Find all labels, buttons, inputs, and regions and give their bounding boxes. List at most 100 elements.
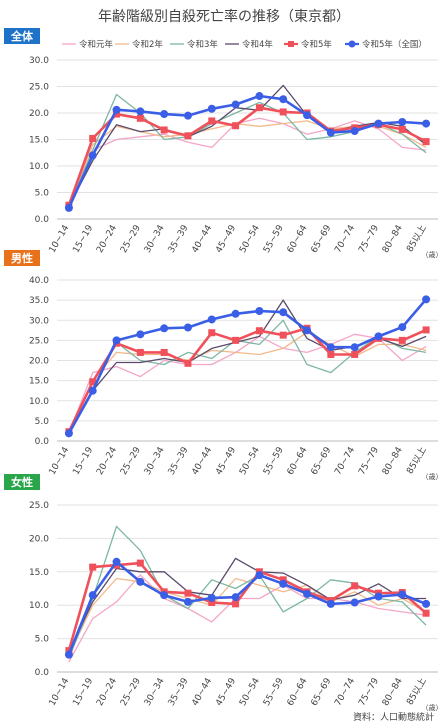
x-tick-label: 25~29 [119,445,143,477]
data-point-R5n [231,309,240,318]
data-point-R5 [279,108,287,116]
y-tick-label: 10.0 [29,162,49,172]
data-point-R5 [136,348,144,356]
panel-badge-label: 女性 [11,475,33,489]
x-tick-label: 65~69 [310,223,334,255]
y-tick-label: 20.0 [29,357,49,367]
series-line-R1 [68,333,427,434]
data-point-R5 [232,336,240,344]
data-point-R5 [351,350,359,358]
x-tick-label: 35~39 [167,676,191,708]
x-tick-label: 20~24 [95,445,119,477]
y-tick-label: 5.0 [35,189,50,199]
y-tick-label: 15.0 [29,377,49,387]
x-tick-label: 40~44 [190,676,214,708]
y-tick-label: 20.0 [29,534,49,544]
data-point-R5n [112,336,121,345]
data-point-R5 [232,122,240,130]
x-tick-label: 80~84 [381,223,405,255]
legend-label: 令和5年（全国） [362,39,427,50]
series-line-R5 [67,106,427,206]
data-point-R5 [184,589,192,597]
data-point-R5n [326,599,335,608]
x-tick-label: 15~19 [71,445,95,477]
data-point-R5n [398,323,407,332]
x-tick-label: 85以上 [404,445,428,476]
chart-panel-1: 全体 0.0 5.0 10.0 15.0 20.0 25.0 30.0 10~14 15~19 20… [4,28,443,259]
data-point-R5n [422,119,431,128]
data-point-R5n [183,111,192,120]
x-tick-label: 30~34 [143,445,167,477]
x-tick-label: 25~29 [119,223,143,255]
data-point-R5n [207,593,216,602]
data-point-R5 [136,559,144,567]
panel-badge-label: 男性 [11,251,33,265]
y-tick-label: 40.0 [29,276,49,286]
data-point-R5n [231,593,240,602]
data-point-R5 [89,378,97,386]
panel-badge [4,28,40,44]
panel-badge [4,250,40,266]
legend-label: 令和4年 [242,39,273,50]
x-tick-label: 70~74 [333,445,357,477]
x-tick-label: 30~34 [143,676,167,708]
data-point-R5 [89,134,97,142]
y-tick-label: 5.0 [35,417,50,427]
data-point-R5 [279,331,287,339]
x-tick-label: 70~74 [333,223,357,255]
x-tick-label: 35~39 [167,445,191,477]
y-tick-label: 5.0 [35,635,50,645]
data-point-R5n [64,650,73,659]
data-point-R5n [279,308,288,317]
data-point-R5n [326,128,335,137]
data-point-R5n [350,598,359,607]
x-tick-label: 50~54 [238,445,262,477]
series-line-R1 [68,574,427,663]
x-tick-label: 10~14 [48,445,72,477]
series-line-R4 [68,84,427,207]
legend-marker [288,41,294,47]
legend-label: 令和2年 [132,39,163,50]
x-tick-label: 75~79 [357,676,381,708]
x-tick-label: 45~49 [214,445,238,477]
series-line-R5n [67,560,427,656]
x-tick-label: 45~49 [214,223,238,255]
data-point-R5n [279,95,288,104]
data-point-R5n [88,591,97,600]
data-point-R5n [160,110,169,119]
x-tick-label: 35~39 [167,223,191,255]
x-tick-label: 20~24 [95,223,119,255]
data-point-R5n [279,579,288,588]
data-point-R5 [160,126,168,134]
data-point-R5n [374,119,383,128]
data-point-R5n [88,386,97,395]
x-tick-label: 20~24 [95,676,119,708]
panel-badge [4,474,40,490]
data-point-R5n [350,343,359,352]
x-tick-label: 15~19 [71,676,95,708]
series-line-R3 [68,319,427,435]
data-point-R5 [232,600,240,608]
data-point-R5n [207,315,216,324]
data-point-R5n [303,589,312,598]
data-point-R5 [136,114,144,122]
x-tick-label: 40~44 [190,445,214,477]
data-point-R5 [160,348,168,356]
data-point-R5n [136,107,145,116]
chart-panel-3: 女性 0.0 5.0 10.0 15.0 20.0 25.0 10~14 15~19 20~24 2… [4,474,443,712]
x-tick-label: 80~84 [381,676,405,708]
data-point-R5n [422,599,431,608]
x-unit-label: （歳） [422,250,443,259]
data-point-R5n [88,151,97,160]
y-tick-label: 30.0 [29,56,49,66]
x-tick-label: 80~84 [381,445,405,477]
x-tick-label: 55~59 [262,445,286,477]
x-unit-label: （歳） [422,703,443,712]
chart-title: 年齢階級別自殺死亡率の推移（東京都） [98,9,350,25]
data-point-R5 [208,329,216,337]
data-point-R5n [398,590,407,599]
data-point-R5n [160,324,169,333]
source-note: 資料：人口動態統計 [352,713,434,723]
data-point-R5n [183,323,192,332]
series-line-R5n [67,94,427,209]
